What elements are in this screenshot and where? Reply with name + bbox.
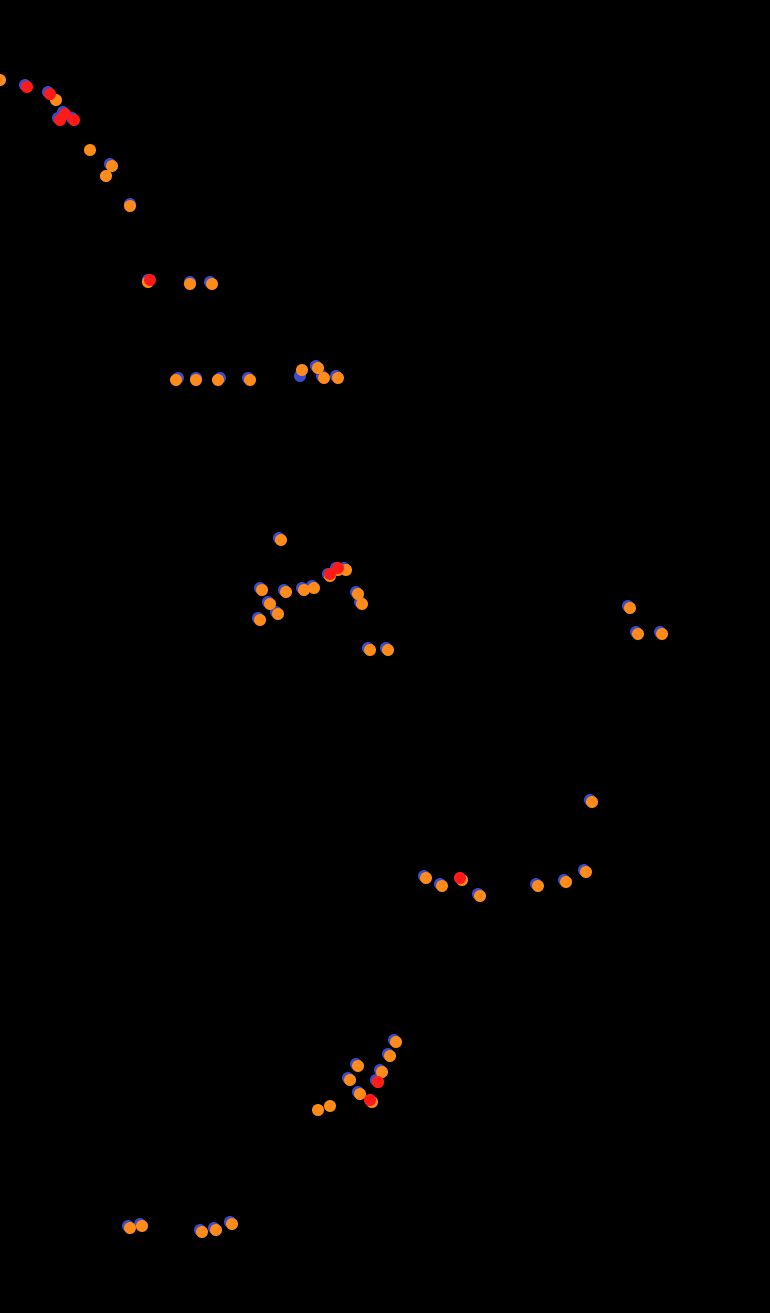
scatter-point (21, 81, 33, 93)
scatter-point (212, 374, 224, 386)
scatter-point (318, 372, 330, 384)
scatter-point (244, 374, 256, 386)
scatter-point (210, 1224, 222, 1236)
scatter-point (624, 602, 636, 614)
scatter-point (190, 374, 202, 386)
scatter-point (124, 200, 136, 212)
scatter-point (532, 880, 544, 892)
scatter-point (356, 598, 368, 610)
scatter-point (308, 582, 320, 594)
scatter-point (420, 872, 432, 884)
scatter-point (324, 1100, 336, 1112)
scatter-point (454, 872, 466, 884)
scatter-point (364, 1094, 376, 1106)
scatter-point (226, 1218, 238, 1230)
scatter-point (170, 374, 182, 386)
scatter-point (0, 74, 6, 86)
scatter-point (632, 628, 644, 640)
scatter-point (254, 614, 266, 626)
scatter-point (372, 1076, 384, 1088)
scatter-point (106, 160, 118, 172)
scatter-chart (0, 0, 770, 1313)
scatter-point (256, 584, 268, 596)
scatter-point (436, 880, 448, 892)
scatter-point (474, 890, 486, 902)
scatter-point (332, 372, 344, 384)
scatter-point (206, 278, 218, 290)
scatter-point (344, 1074, 356, 1086)
scatter-point (84, 144, 96, 156)
scatter-point (382, 644, 394, 656)
scatter-point (184, 278, 196, 290)
scatter-point (144, 274, 156, 286)
scatter-point (560, 876, 572, 888)
scatter-point (390, 1036, 402, 1048)
scatter-point (44, 88, 56, 100)
scatter-point (280, 586, 292, 598)
scatter-point (196, 1226, 208, 1238)
scatter-point (580, 866, 592, 878)
scatter-point (332, 562, 344, 574)
scatter-point (352, 1060, 364, 1072)
scatter-point (296, 364, 308, 376)
scatter-point (68, 114, 80, 126)
scatter-point (364, 644, 376, 656)
scatter-point (54, 114, 66, 126)
scatter-point (384, 1050, 396, 1062)
scatter-point (124, 1222, 136, 1234)
scatter-point (312, 1104, 324, 1116)
scatter-point (586, 796, 598, 808)
scatter-point (272, 608, 284, 620)
scatter-point (275, 534, 287, 546)
scatter-point (656, 628, 668, 640)
scatter-point (136, 1220, 148, 1232)
